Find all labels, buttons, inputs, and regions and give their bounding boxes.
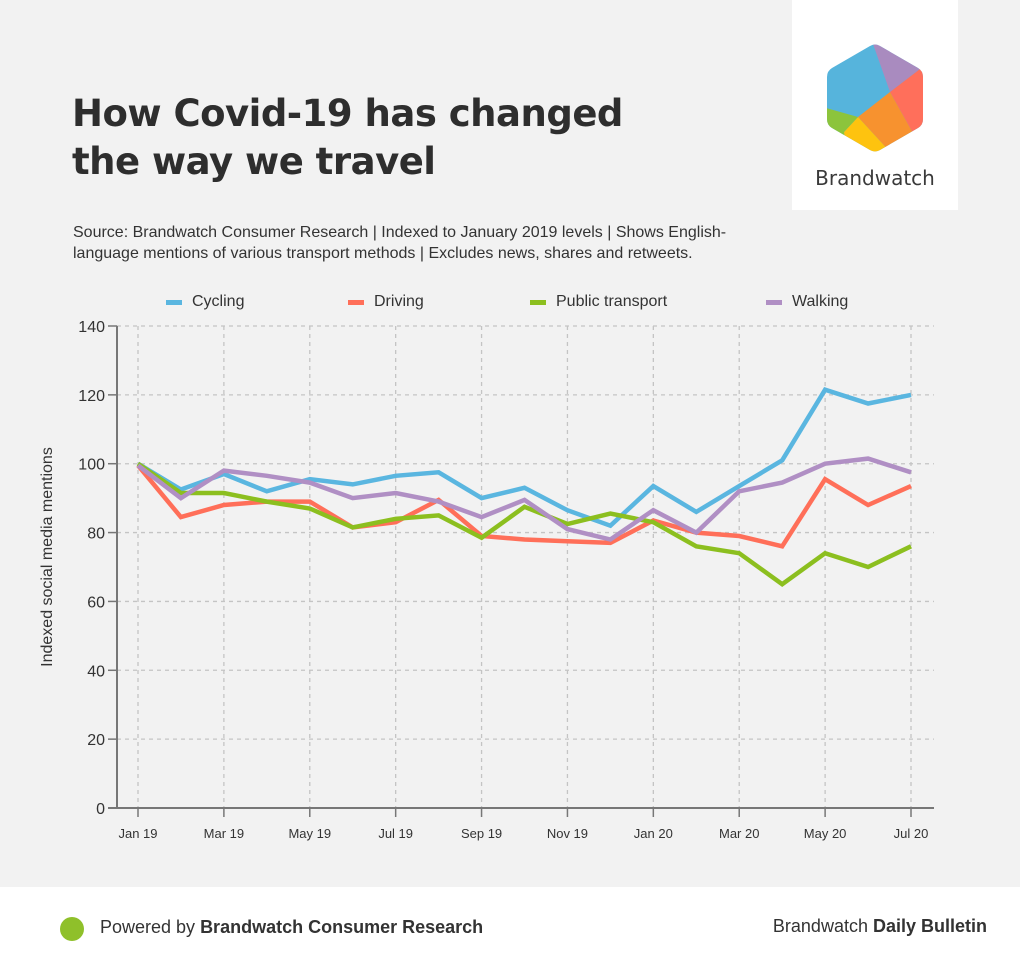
series-line-public-transport [136,461,912,587]
page-title: How Covid-19 has changed the way we trav… [72,90,672,186]
chart-legend: Cycling Driving Public transport Walking [0,293,1020,315]
chart-series [136,387,912,587]
chart-axes: 0 20 40 60 80 100 120 140 Jan 19 Mar 19 May 19 Jul … [78,319,934,841]
y-tick-label: 60 [87,594,105,611]
series-line-cycling [136,387,912,529]
logo-facet-red [890,66,923,142]
legend-item-public-transport[interactable]: Public transport [530,293,667,311]
x-tick-label: May 19 [288,826,331,841]
y-axis-label: Indexed social media mentions [39,447,56,667]
legend-item-walking[interactable]: Walking [766,293,848,311]
chart-grid [117,325,934,808]
footer-green-dot-icon [60,917,84,941]
subtitle-line-1: Source: Brandwatch Consumer Research | I… [73,224,727,241]
x-tick-label: Mar 20 [719,826,759,841]
footer-powered-brand: Brandwatch Consumer Research [200,917,484,937]
footer-right-prefix: Brandwatch [772,916,873,936]
subtitle-line-2: language mentions of various transport m… [73,245,693,262]
y-tick-label: 20 [87,732,105,749]
x-tick-label: Sep 19 [461,826,502,841]
legend-swatch-cycling [166,299,182,305]
y-tick-label: 140 [78,319,105,336]
series-line-walking [136,456,912,542]
y-tick-label: 40 [87,663,105,680]
brand-name: Brandwatch [815,166,935,190]
title-line-2: the way we travel [72,140,436,183]
legend-swatch-driving [348,299,364,305]
brandwatch-hexagon-logo-icon [827,44,923,152]
x-tick-label: Mar 19 [204,826,244,841]
line-chart: 0 20 40 60 80 100 120 140 Jan 19 Mar 19 May 19 Jul … [39,319,934,841]
y-tick-label: 80 [87,526,105,543]
x-tick-label: Nov 19 [547,826,588,841]
brand-logo-card: Brandwatch [792,0,958,210]
footer-right-bold: Daily Bulletin [872,916,987,936]
legend-label-walking: Walking [792,293,849,310]
footer: Powered by Brandwatch Consumer Research … [0,887,1020,963]
x-tick-label: May 20 [804,826,847,841]
legend-item-cycling[interactable]: Cycling [166,293,244,311]
title-line-1: How Covid-19 has changed [72,92,623,135]
y-tick-label: 0 [96,801,105,818]
footer-powered-by: Powered by Brandwatch Consumer Research [100,917,483,938]
chart-subtitle: Source: Brandwatch Consumer Research | I… [73,222,773,264]
x-tick-label: Jul 19 [378,826,413,841]
footer-powered-prefix: Powered by [100,917,201,937]
x-tick-label: Jan 20 [634,826,673,841]
legend-swatch-public-transport [530,299,546,305]
footer-daily-bulletin: Brandwatch Daily Bulletin [773,916,987,937]
legend-label-driving: Driving [374,293,424,310]
legend-swatch-walking [766,299,782,305]
y-tick-label: 100 [78,457,105,474]
legend-label-cycling: Cycling [192,293,245,310]
legend-item-driving[interactable]: Driving [348,293,424,311]
x-tick-label: Jul 20 [894,826,929,841]
y-tick-label: 120 [78,388,105,405]
legend-label-public-transport: Public transport [556,293,668,310]
x-tick-label: Jan 19 [118,826,157,841]
